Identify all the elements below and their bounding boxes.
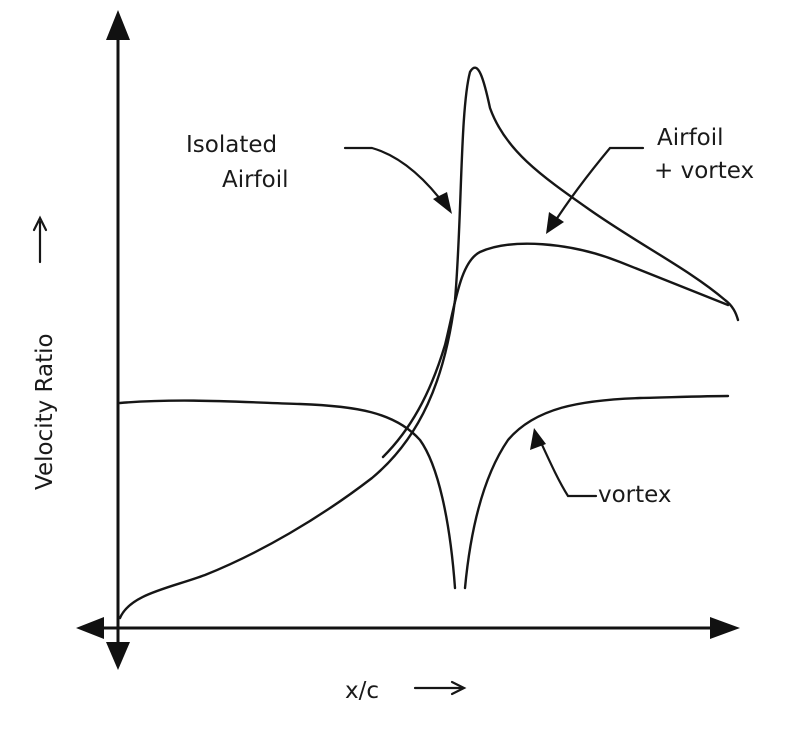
y-axis-bottom-arrowhead [106,642,130,670]
vortex-curve-left-branch [118,399,457,590]
isolated-airfoil-curve [118,66,740,620]
airfoil-plus-vortex-leader-arrowhead [546,212,564,234]
vortex-leader-line [536,434,598,498]
y-axis-title: Velocity Ratio [32,215,58,490]
isolated-airfoil-leader-line [343,146,449,210]
airfoil-plus-vortex-leader-line [550,146,645,228]
isolated-airfoil-label-line1: Isolated [186,132,277,158]
airfoil-plus-vortex-annotation: Airfoil + vortex [546,125,754,234]
x-axis-direction-arrowhead [450,680,467,696]
x-axis-left-arrowhead [76,617,104,639]
isolated-airfoil-label-line2: Airfoil [222,167,289,193]
y-axis-label: Velocity Ratio [32,333,58,490]
airfoil-plus-vortex-label-line2: + vortex [654,158,754,184]
y-axis-top-arrowhead [106,10,130,40]
vortex-leader-arrowhead [530,428,546,450]
axes [76,10,740,670]
vortex-annotation: vortex [530,428,672,508]
isolated-airfoil-leader-arrowhead [433,192,452,214]
x-axis-right-arrowhead [710,617,740,639]
vortex-label: vortex [598,482,672,508]
x-axis-title: x/c [345,678,467,704]
isolated-airfoil-annotation: Isolated Airfoil [186,132,452,214]
y-axis-direction-arrowhead [32,215,48,232]
vortex-curve-right-branch [463,394,730,590]
x-axis-label: x/c [345,678,379,704]
airfoil-plus-vortex-curve [381,242,730,459]
airfoil-plus-vortex-label-line1: Airfoil [657,125,724,151]
